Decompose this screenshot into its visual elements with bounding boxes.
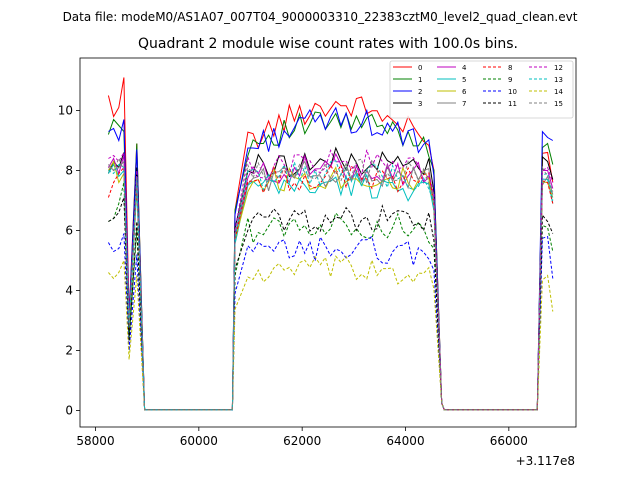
legend-label-6: 6 [462,88,467,96]
legend-label-8: 8 [508,64,512,72]
x-tick-label: 62000 [283,434,321,448]
y-tick-label: 8 [65,164,73,178]
y-tick-label: 2 [65,344,73,358]
y-tick-label: 6 [65,224,73,238]
legend-label-2: 2 [418,88,422,96]
series-line-15 [108,157,554,411]
series-line-10 [107,233,554,411]
legend-label-11: 11 [508,100,517,108]
series-line-9 [108,182,554,411]
series-line-1 [107,111,554,411]
series-line-3 [107,146,554,411]
y-tick-label: 4 [65,284,73,298]
legend-label-12: 12 [554,64,563,72]
series-line-2 [108,106,554,411]
x-tick-label: 64000 [386,434,424,448]
series-layer [107,77,554,411]
legend-label-5: 5 [462,76,466,84]
plot-frame [79,57,577,428]
legend-label-15: 15 [554,100,563,108]
series-line-7 [108,160,554,411]
legend-label-7: 7 [462,100,466,108]
legend-label-14: 14 [554,88,563,96]
x-offset-label: +3.117e8 [516,454,575,468]
legend-label-3: 3 [418,100,422,108]
x-tick-label: 60000 [180,434,218,448]
x-axis: 58000 60000 62000 64000 66000 [76,427,528,448]
series-line-12 [108,148,554,411]
x-tick-label: 66000 [490,434,528,448]
series-line-5 [107,163,554,411]
legend-label-4: 4 [462,64,467,72]
legend-label-9: 9 [508,76,512,84]
legend-box [389,60,574,119]
series-line-13 [108,160,554,411]
series-line-4 [107,152,554,411]
series-line-8 [107,163,554,411]
legend-label-10: 10 [508,88,517,96]
legend-label-13: 13 [554,76,563,84]
x-tick-label: 58000 [76,434,114,448]
series-line-14 [108,255,554,411]
figure-suptitle: Data file: modeM0/AS1A07_007T04_90000033… [63,10,578,24]
series-line-6 [107,160,554,411]
chart-title: Quadrant 2 module wise count rates with … [138,36,518,52]
legend-label-1: 1 [418,76,422,84]
y-axis: 0 2 4 6 8 10 [58,104,80,418]
y-tick-label: 10 [58,104,73,118]
series-line-0 [107,77,554,411]
legend-label-0: 0 [418,64,422,72]
y-tick-label: 0 [65,404,73,418]
